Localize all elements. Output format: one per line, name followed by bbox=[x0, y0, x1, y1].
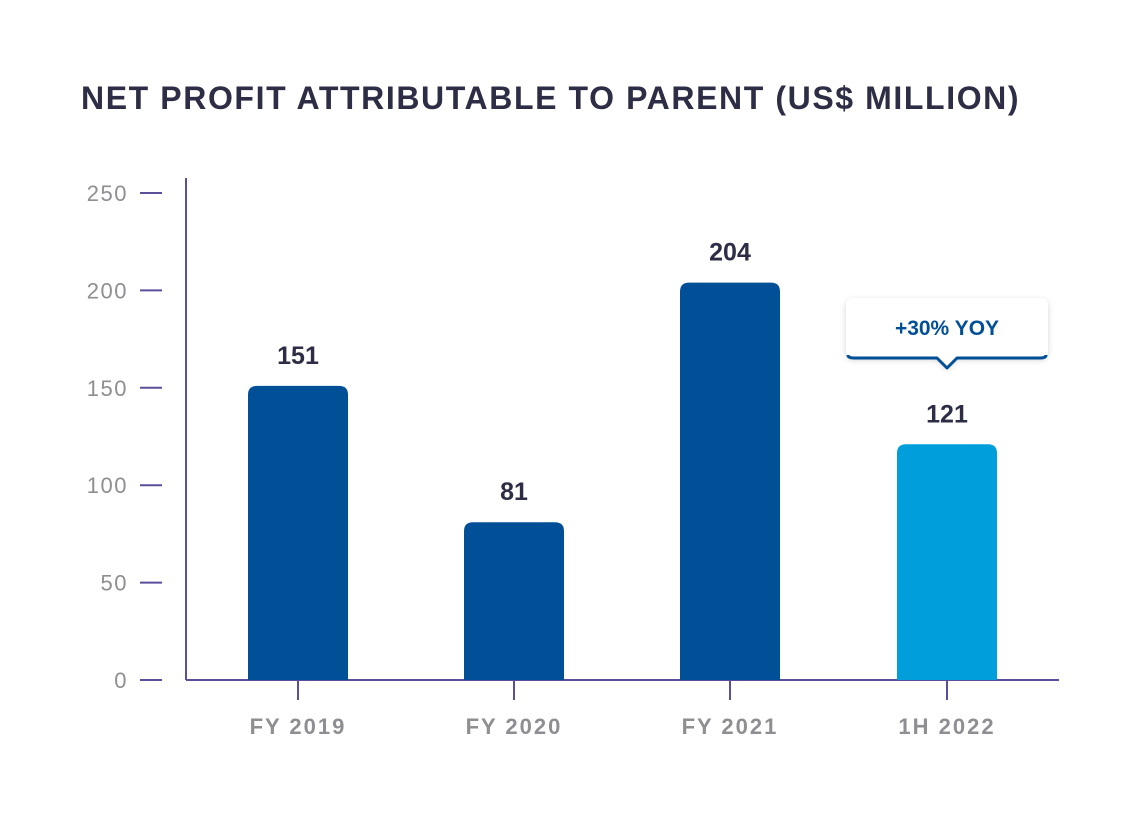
callout-underline bbox=[846, 354, 1048, 370]
data-label: 81 bbox=[500, 478, 528, 506]
yoy-callout: +30% YOY bbox=[846, 298, 1048, 370]
x-tick-label: 1H 2022 bbox=[898, 714, 995, 739]
chart-labels: FY 2019 151 FY 2020 81 FY 2021 204 1H 2022 121 bbox=[250, 239, 995, 739]
bar bbox=[248, 385, 348, 680]
y-tick-label: 0 bbox=[114, 668, 128, 693]
bar bbox=[897, 444, 997, 680]
y-tick-label: 200 bbox=[87, 278, 128, 303]
y-tick-label: 150 bbox=[87, 376, 128, 401]
x-tick-label: FY 2020 bbox=[466, 714, 563, 739]
bar-series bbox=[248, 282, 997, 680]
data-label: 204 bbox=[709, 239, 751, 267]
bar bbox=[464, 522, 564, 680]
data-label: 151 bbox=[277, 342, 319, 370]
y-tick-label: 250 bbox=[87, 181, 128, 206]
y-tick-label: 100 bbox=[87, 473, 128, 498]
data-label: 121 bbox=[926, 400, 968, 428]
chart-title: NET PROFIT ATTRIBUTABLE TO PARENT (US$ M… bbox=[81, 80, 1021, 116]
callout-bubble bbox=[846, 298, 1048, 368]
x-tick-label: FY 2021 bbox=[682, 714, 779, 739]
bar bbox=[680, 282, 780, 680]
callout-text: +30% YOY bbox=[895, 317, 999, 340]
y-tick-label: 50 bbox=[101, 571, 128, 596]
x-tick-label: FY 2019 bbox=[250, 714, 347, 739]
